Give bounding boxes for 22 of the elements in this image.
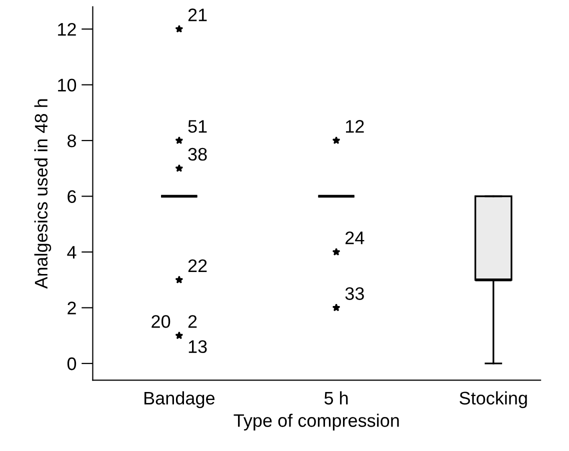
x-tick-label: 5 h bbox=[324, 391, 348, 405]
annotation: 21 bbox=[188, 8, 207, 22]
y-tick-label: 2 bbox=[68, 302, 76, 314]
annotation: 22 bbox=[188, 259, 207, 272]
annotation: 13 bbox=[188, 340, 207, 354]
y-tick-label: 4 bbox=[67, 246, 76, 259]
annotation: 33 bbox=[345, 287, 364, 300]
y-tick-label: 0 bbox=[67, 357, 76, 370]
annotation: 20 bbox=[152, 315, 170, 328]
y-tick-label: 12 bbox=[58, 22, 76, 36]
x-tick-label: Stocking bbox=[460, 391, 527, 408]
x-axis-title: Type of compression bbox=[234, 414, 399, 431]
y-tick-label: 10 bbox=[58, 78, 76, 92]
annotation: 2 bbox=[188, 315, 197, 328]
x-tick-label: Bandage bbox=[144, 391, 215, 408]
y-axis-title: Analgesics used in 48 h bbox=[34, 99, 52, 289]
annotation: 24 bbox=[346, 231, 364, 244]
annotation: 38 bbox=[188, 148, 207, 161]
y-tick-label: 6 bbox=[68, 190, 76, 203]
annotation: 51 bbox=[188, 120, 207, 133]
y-tick-label: 8 bbox=[68, 134, 76, 148]
annotation: 12 bbox=[346, 120, 364, 133]
